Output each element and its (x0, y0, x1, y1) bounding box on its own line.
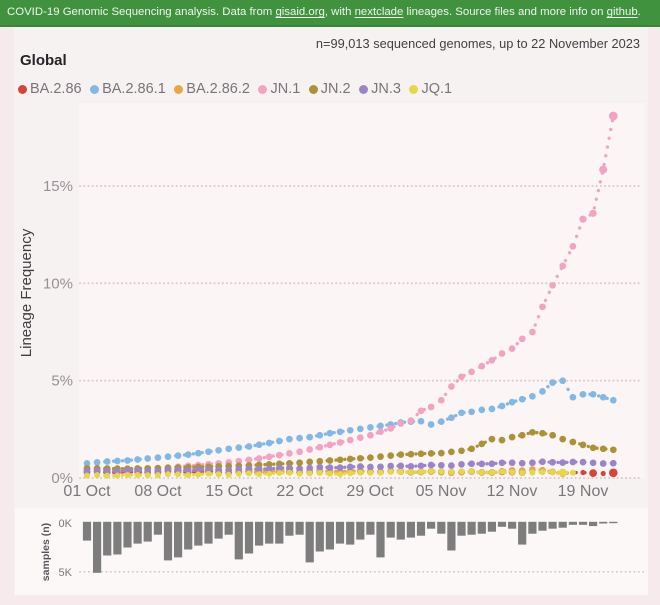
svg-text:12 Nov: 12 Nov (487, 483, 538, 500)
svg-text:0K: 0K (59, 518, 73, 530)
svg-text:08 Oct: 08 Oct (134, 483, 182, 500)
svg-text:19 Nov: 19 Nov (558, 483, 609, 500)
svg-text:5%: 5% (51, 373, 73, 390)
svg-text:01 Oct: 01 Oct (63, 483, 111, 500)
svg-text:22 Oct: 22 Oct (276, 483, 324, 500)
svg-text:samples (n): samples (n) (40, 523, 52, 581)
svg-text:15 Oct: 15 Oct (205, 483, 253, 500)
svg-text:29 Oct: 29 Oct (346, 483, 394, 500)
svg-text:0%: 0% (51, 470, 73, 487)
svg-text:10%: 10% (43, 275, 73, 292)
svg-text:Lineage Frequency: Lineage Frequency (18, 228, 35, 357)
svg-text:15%: 15% (43, 178, 73, 195)
svg-text:05 Nov: 05 Nov (416, 483, 467, 500)
svg-text:5K: 5K (59, 567, 73, 579)
